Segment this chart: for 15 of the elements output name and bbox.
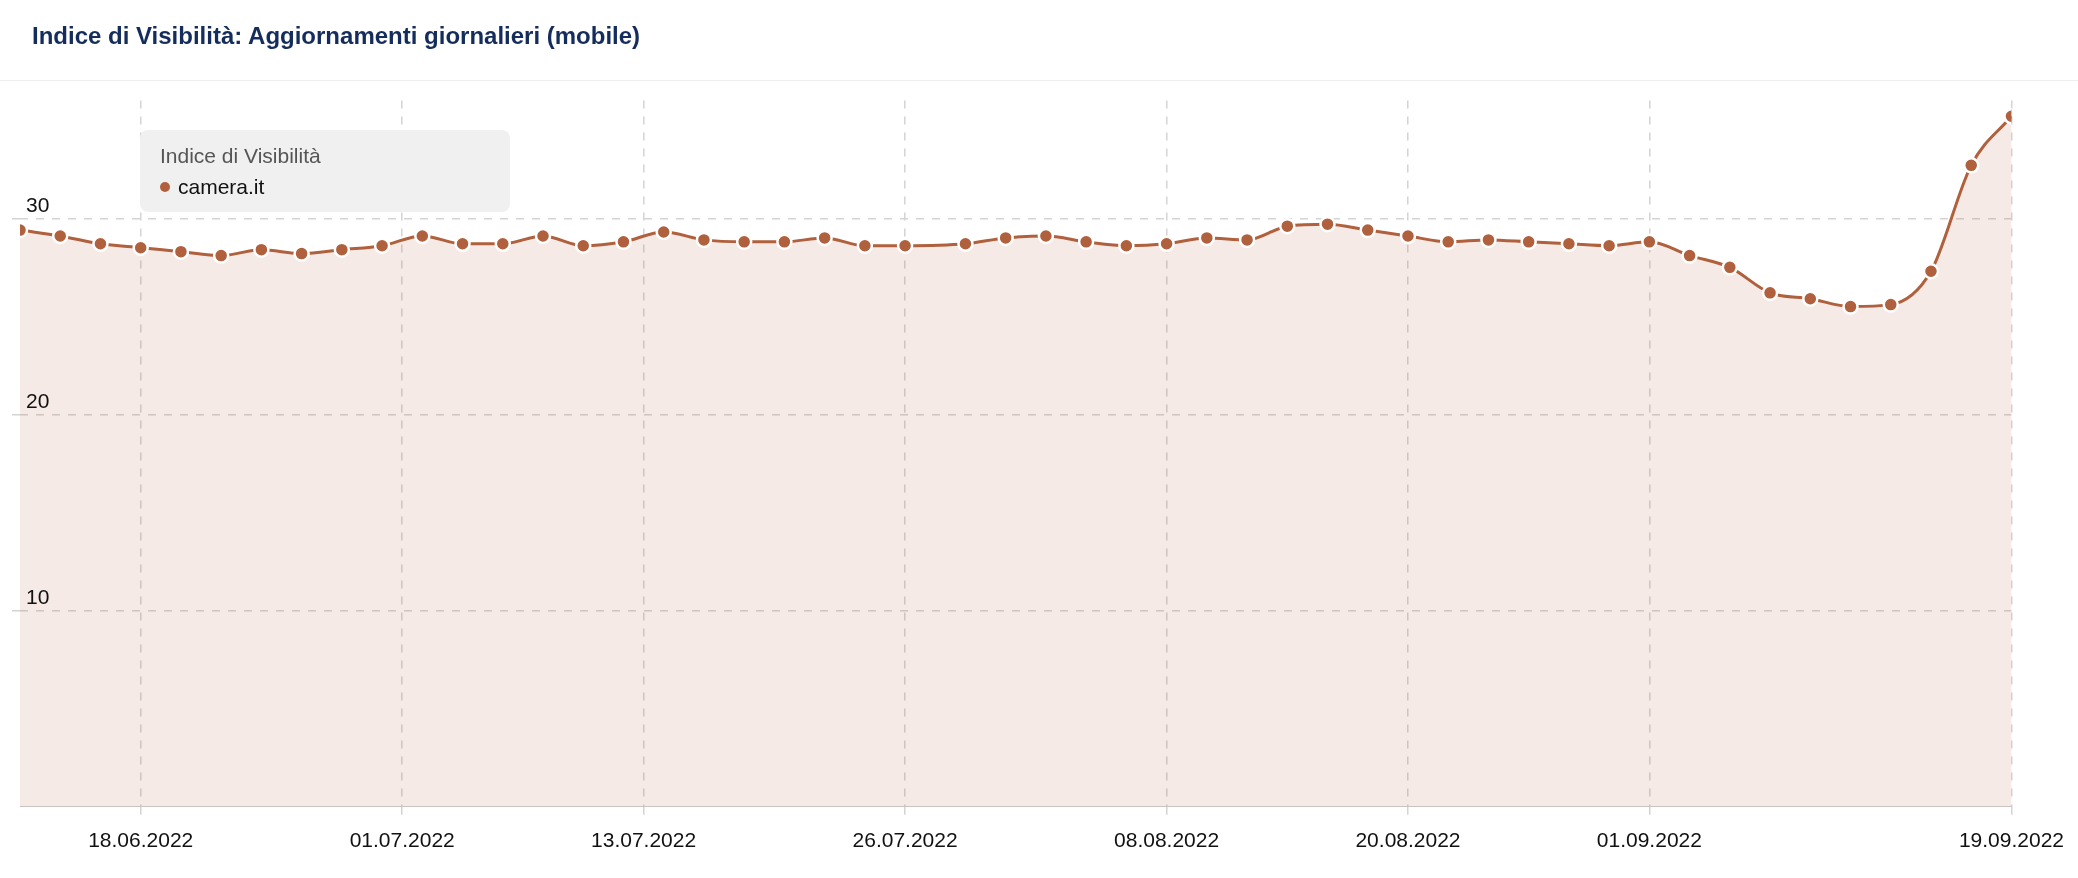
x-tick-label: 20.08.2022 [1355, 828, 1461, 852]
x-tick-label: 13.07.2022 [591, 828, 697, 852]
x-tick-label: 19.09.2022 [1958, 828, 2064, 852]
x-tick-label: 08.08.2022 [1114, 828, 1220, 852]
chart-title: Indice di Visibilità: Aggiornamenti giornalieri (mobile) [32, 22, 641, 50]
x-tick-label: 01.09.2022 [1596, 828, 1702, 852]
y-tick-label: 10 [26, 585, 50, 609]
legend-label: camera.it [178, 174, 265, 200]
legend-panel: Indice di Visibilità camera.it [140, 130, 510, 212]
legend-title: Indice di Visibilità [160, 143, 322, 169]
x-tick-label: 18.06.2022 [88, 828, 194, 852]
y-tick-label: 20 [26, 389, 50, 413]
y-tick-label: 30 [26, 193, 50, 217]
x-tick-label: 26.07.2022 [852, 828, 958, 852]
x-tick-label: 01.07.2022 [349, 828, 455, 852]
